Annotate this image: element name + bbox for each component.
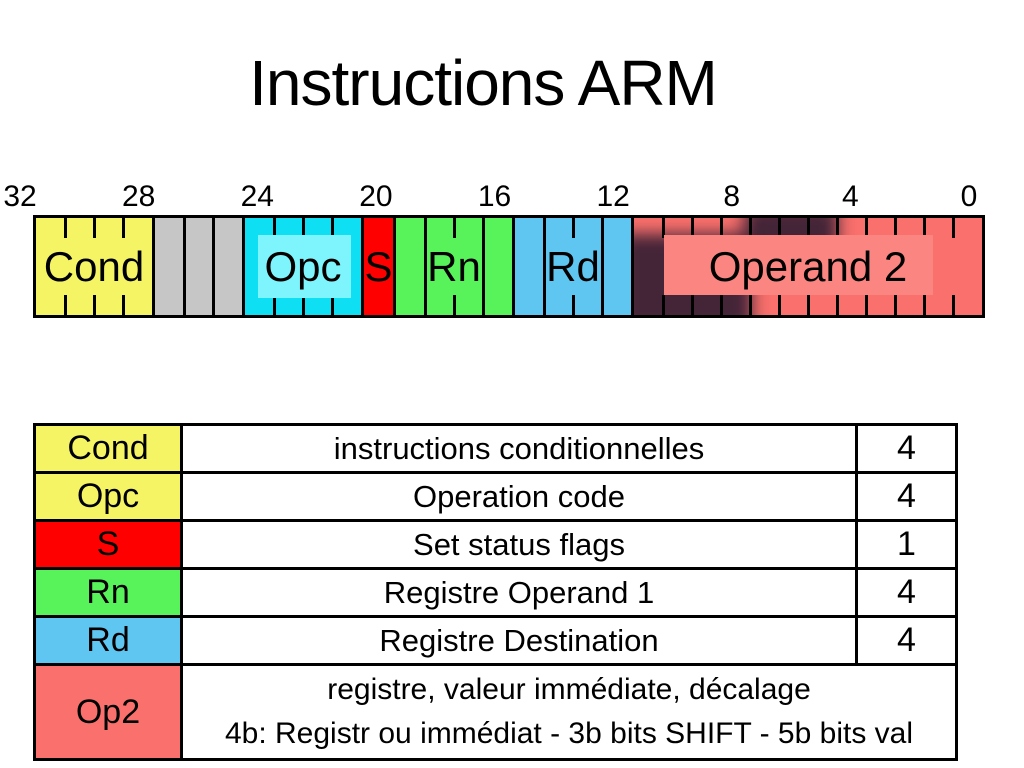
bit-separator <box>423 218 427 315</box>
bit-scale-number: 12 <box>596 180 630 213</box>
bitfield-segment-cond: Cond <box>36 218 152 315</box>
description-cell: Set status flags <box>180 519 858 570</box>
field-tag-cell: Rn <box>33 567 183 618</box>
bit-scale-number: 32 <box>3 180 37 213</box>
field-label: Opc <box>264 242 342 290</box>
table-row: Rd Registre Destination 4 <box>33 615 958 666</box>
description-cell: instructions conditionnelles <box>180 423 858 474</box>
page-title: Instructions ARM <box>249 47 718 119</box>
bit-count-cell: 4 <box>855 471 958 522</box>
bit-separator <box>600 218 604 315</box>
bit-tick <box>922 218 926 239</box>
description-cell: Operation code <box>180 471 858 522</box>
bit-scale-number: 24 <box>240 180 274 213</box>
bit-tick <box>452 218 456 239</box>
bit-separator <box>481 218 485 315</box>
table-row: Cond instructions conditionnelles 4 <box>33 423 958 474</box>
bit-tick <box>922 294 926 315</box>
field-label: Cond <box>43 242 145 290</box>
bit-tick <box>864 294 868 315</box>
bit-tick <box>835 294 839 315</box>
field-label: S <box>364 242 393 290</box>
bit-tick <box>121 218 125 239</box>
bit-separator <box>542 218 546 315</box>
bit-tick <box>92 294 96 315</box>
field-tag-cell: Rd <box>33 615 183 666</box>
bit-tick <box>661 218 665 239</box>
field-label: Rn <box>427 242 481 290</box>
bit-scale: 32 28 24 20 16 12 8 4 0 <box>3 180 985 213</box>
bit-count-cell: 4 <box>855 423 958 474</box>
bit-separator <box>182 218 186 315</box>
bit-tick <box>806 218 810 239</box>
bit-tick <box>748 294 752 315</box>
field-tag-cell: Op2 <box>33 663 183 761</box>
bitfield-segment-operand2: Operand 2 <box>631 218 982 315</box>
legend-table: Cond instructions conditionnelles 4 Opc Oper… <box>33 423 958 761</box>
bit-tick <box>452 294 456 315</box>
bit-tick <box>777 294 781 315</box>
bit-tick <box>571 294 575 315</box>
bit-tick <box>719 218 723 239</box>
bit-scale-number: 20 <box>359 180 393 213</box>
bit-tick <box>951 294 955 315</box>
bit-count-cell: 4 <box>855 615 958 666</box>
bitfield-segment-opc: Opc <box>242 218 361 315</box>
bitfield-segment-unused <box>152 218 242 315</box>
table-row: Op2 registre, valeur immédiate, décalage 4… <box>33 663 958 761</box>
bit-tick <box>893 218 897 239</box>
bitfield-segment-s: S <box>361 218 393 315</box>
field-label: Operand 2 <box>708 242 908 290</box>
table-row: Opc Operation code 4 <box>33 471 958 522</box>
bitfield-segment-rd: Rd <box>512 218 631 315</box>
bit-tick <box>893 294 897 315</box>
bit-tick <box>63 218 67 239</box>
bit-tick <box>806 294 810 315</box>
bit-scale-number: 16 <box>477 180 512 213</box>
bit-tick <box>777 218 781 239</box>
bit-scale-number: 0 <box>960 180 978 213</box>
bit-scale-number: 28 <box>121 180 156 213</box>
bit-count-cell: 1 <box>855 519 958 570</box>
bit-count-cell: 4 <box>855 567 958 618</box>
field-label-box <box>663 235 934 295</box>
bit-tick <box>748 218 752 239</box>
description-cell: Registre Destination <box>180 615 858 666</box>
field-tag-cell: S <box>33 519 183 570</box>
description-line: 4b: Registr ou immédiat - 3b bits SHIFT … <box>224 717 914 750</box>
description-cell: Registre Operand 1 <box>180 567 858 618</box>
bit-tick <box>835 218 839 239</box>
bitfield-segment-rn: Rn <box>393 218 512 315</box>
bit-tick <box>63 294 67 315</box>
bit-tick <box>951 218 955 239</box>
bit-tick <box>864 218 868 239</box>
bit-tick <box>121 294 125 315</box>
bit-scale-number: 4 <box>842 180 859 213</box>
bit-separator <box>211 218 215 315</box>
bit-tick <box>661 294 665 315</box>
bit-tick <box>571 218 575 239</box>
bit-tick <box>92 218 96 239</box>
table-row: S Set status flags 1 <box>33 519 958 570</box>
bit-tick <box>690 294 694 315</box>
field-tag-cell: Opc <box>33 471 183 522</box>
description-cell: registre, valeur immédiate, décalage 4b: … <box>180 663 958 761</box>
field-tag-cell: Cond <box>33 423 183 474</box>
description-line: registre, valeur immédiate, décalage <box>327 672 811 706</box>
bit-scale-number: 8 <box>723 180 741 213</box>
bitfield-diagram: Cond Opc S Rn Rd Operand 2 <box>33 215 985 318</box>
field-label-box <box>257 235 351 298</box>
field-label: Rd <box>546 242 600 290</box>
bit-tick <box>690 218 694 239</box>
bit-tick <box>719 294 723 315</box>
